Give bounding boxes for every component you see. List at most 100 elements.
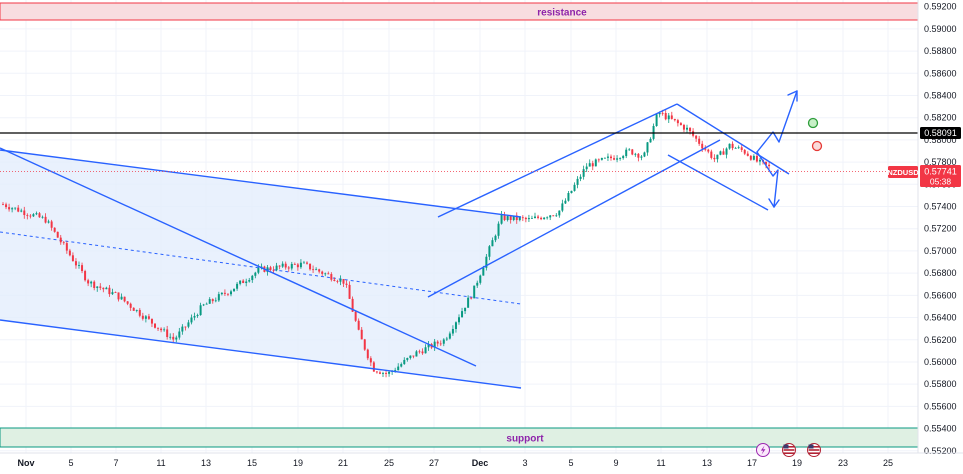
candle-body xyxy=(181,326,184,332)
candle-body xyxy=(427,344,430,348)
trendlines[interactable] xyxy=(0,103,790,389)
candle-body xyxy=(230,291,232,295)
candle-body xyxy=(476,282,479,286)
candle-body xyxy=(257,267,260,273)
candle-body xyxy=(579,176,582,179)
support-zone[interactable] xyxy=(0,427,919,448)
bull-flag-upper-line[interactable] xyxy=(676,103,790,175)
price-tick-label: 0.56000 xyxy=(924,357,957,367)
candle-body xyxy=(132,307,135,311)
candle-body xyxy=(239,280,242,284)
candle-body xyxy=(713,157,716,160)
candle-body xyxy=(667,115,670,120)
price-tick-label: 0.59000 xyxy=(924,24,957,34)
candle-body xyxy=(719,151,722,155)
candle-body xyxy=(114,292,117,293)
projection-arrows[interactable] xyxy=(756,90,798,208)
candle-body xyxy=(527,218,530,220)
candle-body xyxy=(50,221,53,228)
candle-body xyxy=(363,339,366,350)
candle-body xyxy=(68,250,71,256)
candle-body xyxy=(625,149,628,157)
price-tick-label: 0.58000 xyxy=(924,135,957,145)
candle-body xyxy=(74,261,77,266)
candle-body xyxy=(53,227,56,232)
price-tick-label: 0.55200 xyxy=(924,446,957,456)
candle-body xyxy=(433,341,436,348)
candle-body xyxy=(439,343,442,345)
candle-body xyxy=(375,371,378,373)
rising-channel-upper-line[interactable] xyxy=(437,103,678,218)
wedge-lower-trendline[interactable] xyxy=(0,319,522,389)
candle-body xyxy=(403,359,406,365)
candle-body xyxy=(679,123,682,125)
candle-body xyxy=(154,323,156,328)
candle-body xyxy=(479,275,482,283)
candle-body xyxy=(96,286,99,288)
candle-body xyxy=(670,115,673,119)
candle-body xyxy=(236,283,239,289)
candle-body xyxy=(473,285,476,299)
candle-body xyxy=(217,294,220,301)
time-tick-label: 13 xyxy=(702,458,712,468)
candle-body xyxy=(454,322,457,329)
current-price-label: 0.57741 xyxy=(924,167,957,177)
candle-body xyxy=(448,333,451,339)
candle-body xyxy=(524,217,527,220)
time-tick-label: 19 xyxy=(792,458,802,468)
candle-body xyxy=(266,267,269,272)
us-flag-event-icon-2[interactable] xyxy=(807,443,821,457)
candle-body xyxy=(640,156,643,158)
flash-event-icon[interactable] xyxy=(756,443,770,457)
price-axis[interactable] xyxy=(918,0,963,453)
candle-body xyxy=(360,329,363,340)
candle-body xyxy=(290,263,293,269)
bull-flag-lower-line[interactable] xyxy=(667,154,769,211)
candle-body xyxy=(436,341,439,344)
candle-body xyxy=(567,193,570,201)
descending-trendline[interactable] xyxy=(0,147,477,367)
candle-body xyxy=(126,301,129,304)
candle-body xyxy=(8,207,11,210)
time-tick-label: 5 xyxy=(68,458,73,468)
candle-body xyxy=(245,281,248,284)
candle-body xyxy=(491,240,494,247)
candle-body xyxy=(369,358,372,363)
candle-body xyxy=(388,371,391,374)
candle-body xyxy=(500,214,503,224)
resistance-zone[interactable] xyxy=(0,2,919,21)
candle-body xyxy=(251,275,254,281)
candle-body xyxy=(658,112,661,115)
bearish-scenario-circle-icon[interactable] xyxy=(811,140,823,152)
candle-body xyxy=(254,272,257,276)
candle-body xyxy=(187,322,190,327)
bullish-scenario-circle-icon[interactable] xyxy=(807,117,819,129)
candle-body xyxy=(482,267,485,276)
candle-body xyxy=(302,262,305,264)
candle-body xyxy=(682,124,685,130)
candle-body xyxy=(701,143,704,149)
candle-body xyxy=(169,336,172,338)
candle-body xyxy=(534,216,536,219)
price-tick-label: 0.57800 xyxy=(924,157,957,167)
candle-body xyxy=(38,213,41,218)
candle-body xyxy=(746,153,749,156)
candle-body xyxy=(613,158,616,160)
candle-body xyxy=(424,347,427,354)
candle-body xyxy=(619,158,622,159)
price-tick-label: 0.56200 xyxy=(924,335,957,345)
price-tick-label: 0.58600 xyxy=(924,68,957,78)
price-tick-label: 0.55400 xyxy=(924,424,957,434)
us-flag-event-icon[interactable] xyxy=(782,443,796,457)
price-tick-label: 0.55600 xyxy=(924,401,957,411)
price-tick-label: 0.57000 xyxy=(924,246,957,256)
price-tick-label: 0.58200 xyxy=(924,113,957,123)
price-axis-ticks: 0.59200 0.59000 0.58800 0.58600 0.58400 0.582… xyxy=(924,2,957,456)
candle-body xyxy=(755,155,758,162)
time-axis-ticks[interactable]: Nov 5 7 11 13 15 19 21 25 27 Dec 3 5 9 11 13 17 19 23 25 xyxy=(17,458,893,468)
wedge-upper-trendline[interactable] xyxy=(0,149,522,218)
rising-channel-lower-line[interactable] xyxy=(427,139,721,298)
candle-body xyxy=(573,184,576,191)
candle-body xyxy=(138,309,141,316)
